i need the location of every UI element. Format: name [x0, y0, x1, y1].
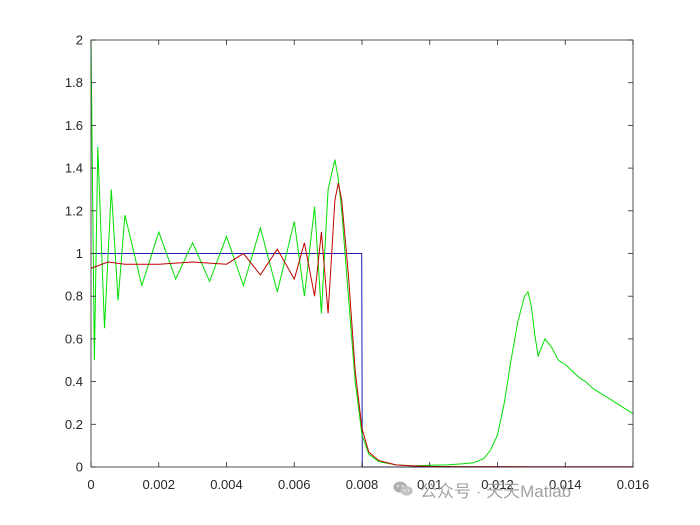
- y-tick-label: 1.8: [65, 75, 83, 90]
- x-tick-label: 0.01: [417, 477, 442, 492]
- wechat-icon: [393, 481, 413, 496]
- x-axis: 0 0.002 0.004 0.006 0.008 0.01 0.012 0.014 0.016: [87, 40, 649, 492]
- x-tick-label: 0.014: [549, 477, 582, 492]
- y-tick-label: 1: [76, 246, 83, 261]
- watermark-text: 公众号 · 天天Matlab: [420, 481, 572, 501]
- y-tick-label: 0: [76, 460, 83, 475]
- x-tick-label: 0.012: [481, 477, 514, 492]
- x-tick-label: 0.008: [346, 477, 379, 492]
- watermark: 公众号 · 天天Matlab: [392, 476, 662, 502]
- x-tick-label: 0.002: [142, 477, 175, 492]
- x-tick-label: 0.016: [617, 477, 650, 492]
- y-tick-label: 2: [76, 33, 83, 48]
- y-tick-label: 1.4: [65, 161, 83, 176]
- y-tick-label: 0.2: [65, 417, 83, 432]
- y-tick-label: 1.6: [65, 118, 83, 133]
- y-axis: 0 0.2 0.4 0.6 0.8 1 1.2 1.4 1.6 1.8 2: [65, 33, 633, 475]
- y-tick-label: 1.2: [65, 203, 83, 218]
- x-tick-label: 0.004: [210, 477, 243, 492]
- x-tick-label: 0: [87, 477, 94, 492]
- y-tick-label: 0.8: [65, 289, 83, 304]
- x-tick-label: 0.006: [278, 477, 311, 492]
- y-tick-label: 0.4: [65, 374, 83, 389]
- y-tick-label: 0.6: [65, 331, 83, 346]
